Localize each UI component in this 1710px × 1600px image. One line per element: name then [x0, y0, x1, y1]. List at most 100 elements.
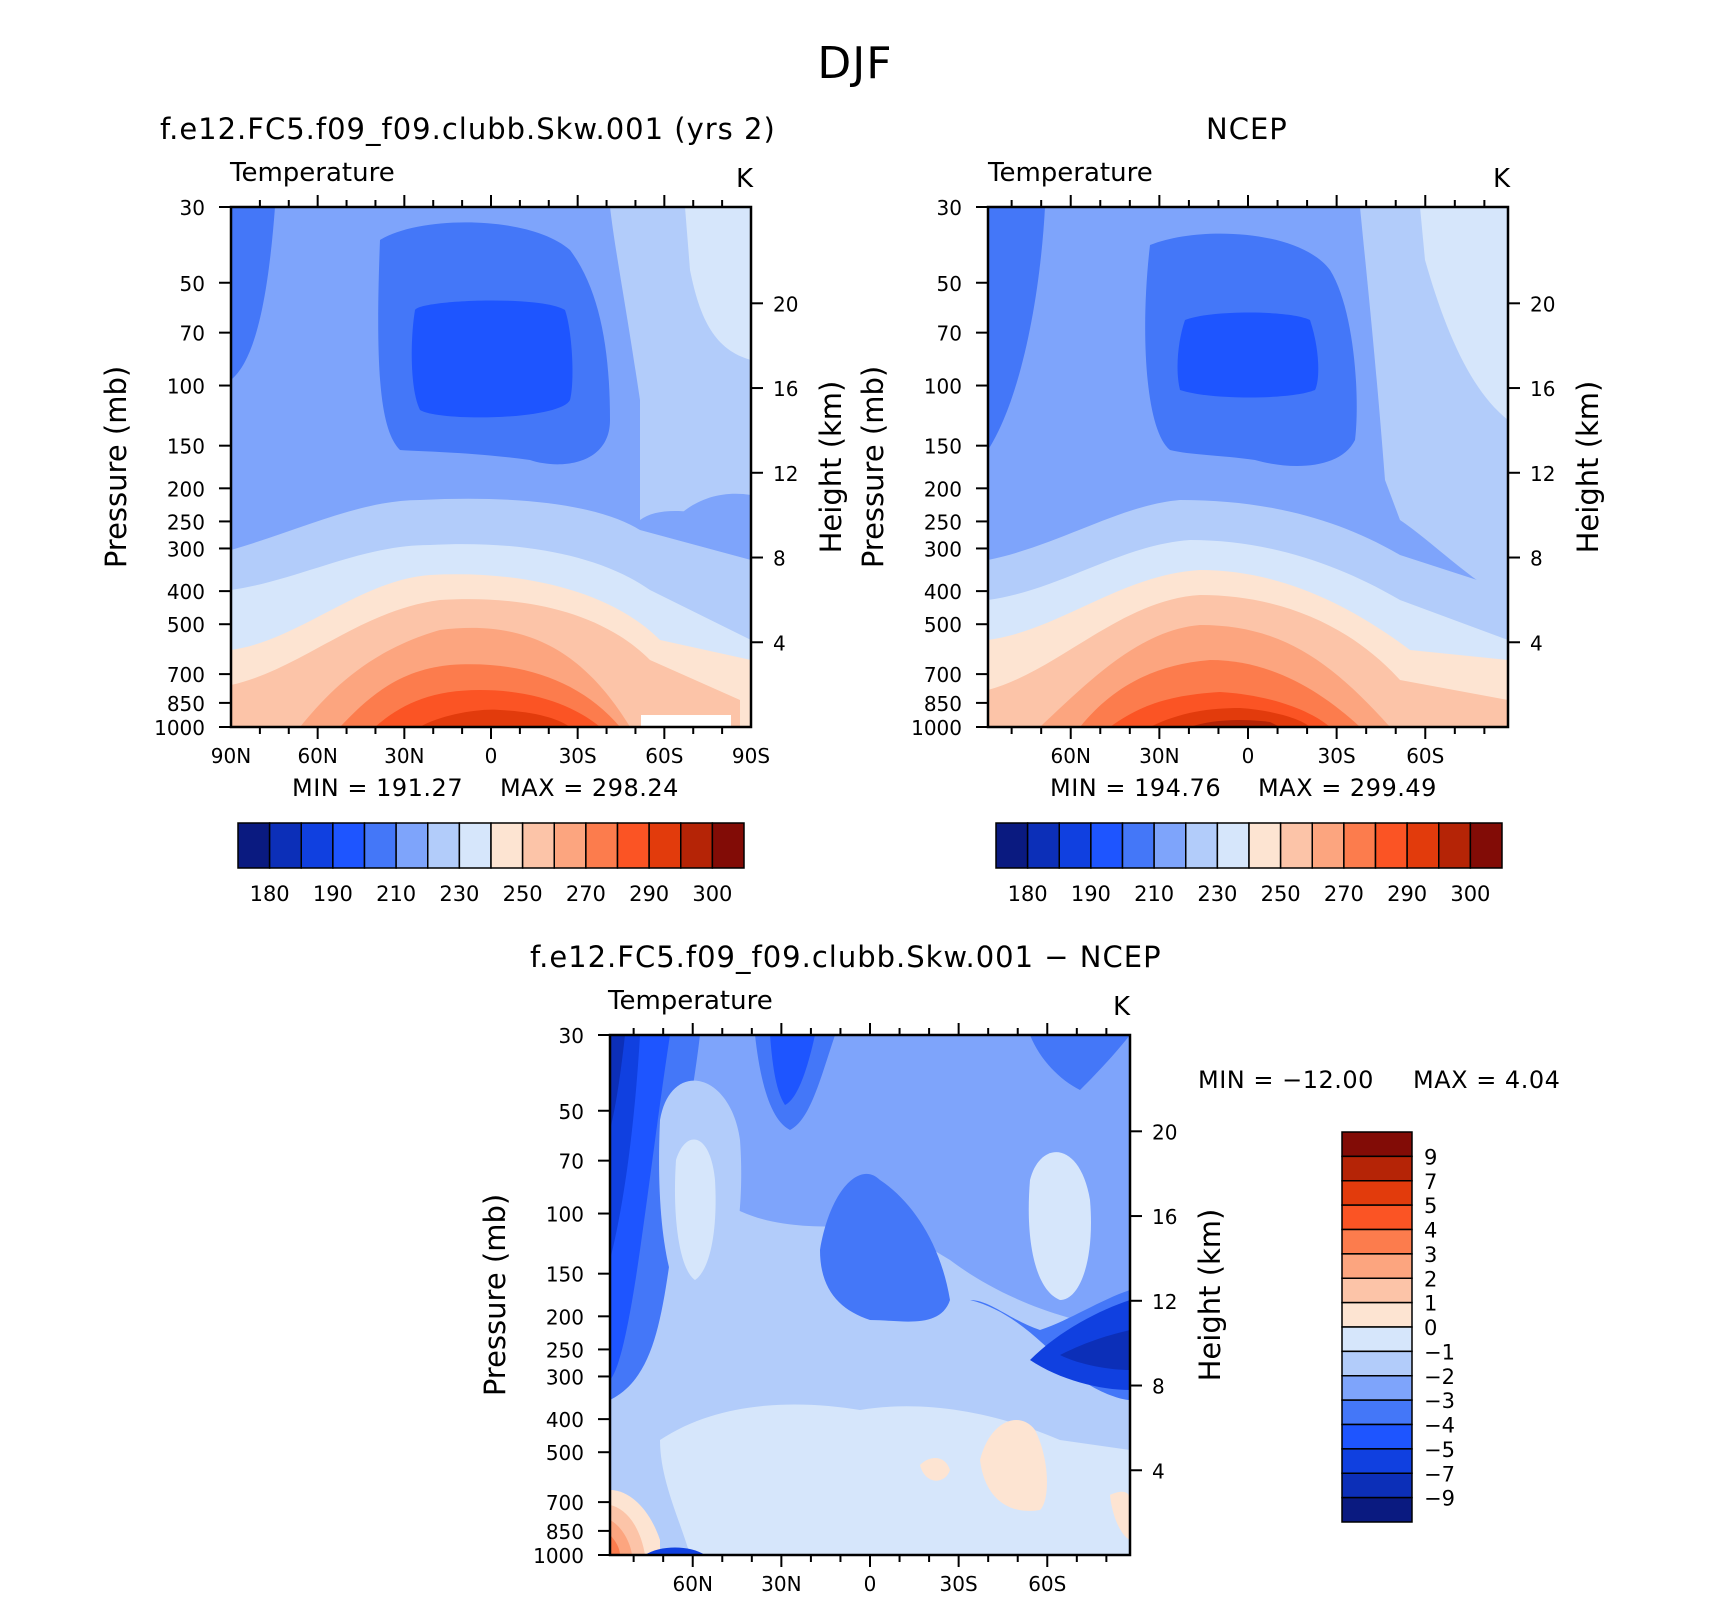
field-band [988, 207, 1045, 450]
y-tick-label: 100 [167, 375, 205, 399]
y-right-tick-label: 4 [1152, 1459, 1165, 1483]
colorbar-box [1090, 822, 1124, 869]
panel-3-units: K [1113, 992, 1131, 1022]
y-tick-label: 150 [924, 435, 962, 459]
y-tick-label: 50 [937, 272, 962, 296]
colorbar-box [1311, 822, 1345, 869]
colorbar-label: 9 [1424, 1145, 1437, 1169]
y-tick-label: 70 [559, 1150, 584, 1174]
colorbar-box [1374, 822, 1408, 869]
field-band [820, 1173, 950, 1322]
colorbar-box [1341, 1228, 1413, 1255]
colorbar-box [1153, 822, 1187, 869]
colorbar-label: 230 [439, 882, 479, 906]
colorbar-label: 210 [376, 882, 416, 906]
y-tick-label: 70 [180, 322, 205, 346]
x-tick-label: 30N [384, 744, 424, 768]
colorbar-box [585, 822, 619, 869]
colorbar-box [1341, 1326, 1413, 1353]
y-tick-label: 1000 [533, 1544, 584, 1568]
colorbar-box [1026, 822, 1060, 869]
colorbar-box [427, 822, 461, 869]
y-tick-label: 700 [167, 663, 205, 687]
colorbar-label: 0 [1424, 1316, 1437, 1340]
y-tick-label: 250 [546, 1338, 584, 1362]
field-band [980, 1420, 1047, 1511]
y-tick-label: 30 [559, 1024, 584, 1048]
colorbar-label: 300 [692, 882, 732, 906]
x-tick-label: 30S [940, 1572, 978, 1596]
y-right-tick-label: 12 [1530, 462, 1555, 486]
field-band [1028, 1152, 1091, 1300]
y-axis-label: Pressure (mb) [478, 1194, 512, 1396]
colorbar-box [1341, 1350, 1413, 1377]
colorbar-box [1406, 822, 1440, 869]
colorbar-label: 7 [1424, 1170, 1437, 1194]
y-tick-label: 850 [546, 1520, 584, 1544]
colorbar-box [1341, 1180, 1413, 1206]
y-tick-label: 150 [167, 435, 205, 459]
colorbar-box [1341, 1204, 1413, 1231]
colorbar-label: 290 [1387, 882, 1427, 906]
y-tick-label: 850 [924, 692, 962, 716]
y-tick-label: 300 [546, 1365, 584, 1389]
y-tick-label: 400 [167, 580, 205, 604]
x-tick-label: 0 [1242, 744, 1255, 768]
colorbar-box [458, 822, 492, 869]
y-tick-label: 700 [546, 1491, 584, 1515]
y-right-tick-label: 12 [1152, 1290, 1177, 1314]
field-band [770, 1035, 815, 1105]
x-tick-label: 60N [1051, 744, 1091, 768]
y-tick-label: 200 [167, 477, 205, 501]
colorbar-box [395, 822, 429, 869]
colorbar-label: 2 [1424, 1267, 1437, 1291]
panel-1-field [231, 207, 751, 727]
colorbar-box [1341, 1301, 1413, 1328]
colorbar-box [1279, 822, 1313, 869]
colorbar-box [1216, 822, 1250, 869]
y-tick-label: 200 [924, 477, 962, 501]
colorbar-box [648, 822, 682, 869]
y-right-axis-label: Height (km) [1571, 381, 1605, 554]
y-right-tick-label: 20 [1152, 1120, 1177, 1144]
x-tick-label: 60S [645, 744, 683, 768]
y-right-tick-label: 4 [1530, 631, 1543, 655]
colorbar-box [1438, 822, 1472, 869]
colorbar-label: 5 [1424, 1194, 1437, 1218]
colorbar-label: 300 [1450, 882, 1490, 906]
panel-1-units: K [736, 164, 754, 194]
panel-2-title: NCEP [1206, 112, 1288, 146]
panel-3-max: MAX = 4.04 [1413, 1066, 1561, 1094]
y-right-tick-label: 8 [1152, 1375, 1165, 1399]
colorbar-label: 4 [1424, 1219, 1437, 1243]
field-band [610, 1535, 620, 1555]
x-tick-label: 60S [1028, 1572, 1066, 1596]
y-tick-label: 850 [167, 692, 205, 716]
colorbar-label: −9 [1424, 1487, 1455, 1511]
colorbar-box [1343, 822, 1377, 869]
colorbar-box [268, 822, 302, 869]
colorbar-box [237, 822, 271, 869]
colorbar-box [616, 822, 650, 869]
colorbar-label: 230 [1197, 882, 1237, 906]
x-tick-label: 60S [1406, 744, 1444, 768]
colorbar-box [1341, 1155, 1413, 1182]
y-right-tick-label: 8 [1530, 547, 1543, 571]
field-band [670, 493, 751, 555]
y-tick-label: 70 [937, 322, 962, 346]
page-title: DJF [817, 38, 893, 89]
field-band [674, 1139, 716, 1280]
colorbar-label: 210 [1134, 882, 1174, 906]
x-tick-label: 30S [559, 744, 597, 768]
colorbar-box [1341, 1277, 1413, 1304]
panel-2-max: MAX = 299.49 [1258, 774, 1437, 802]
y-tick-label: 30 [180, 196, 205, 220]
y-tick-label: 50 [559, 1100, 584, 1124]
colorbar-box [1341, 1448, 1413, 1474]
y-tick-label: 400 [924, 580, 962, 604]
